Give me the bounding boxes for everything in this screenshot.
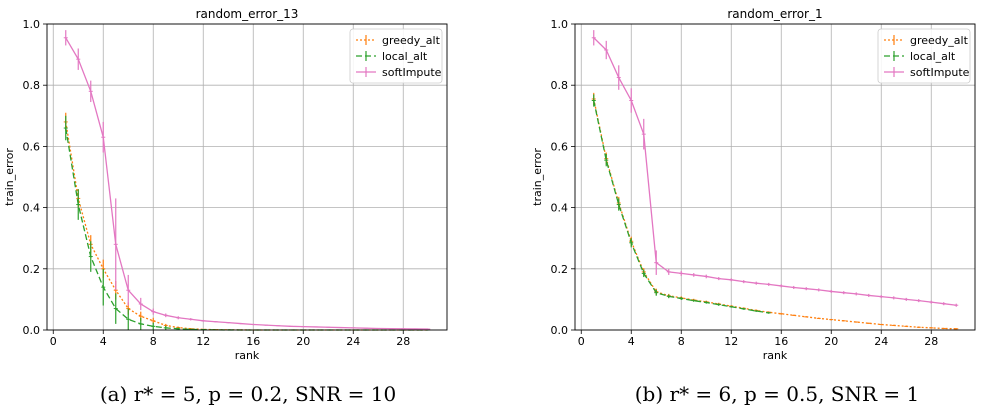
x-axis-label: rank xyxy=(235,349,260,362)
x-tick-label: 12 xyxy=(724,335,738,348)
series-line-softImpute xyxy=(593,37,957,306)
x-tick-label: 4 xyxy=(100,335,107,348)
x-tick-label: 16 xyxy=(246,335,260,348)
x-tick-label: 20 xyxy=(824,335,838,348)
plot-frame xyxy=(46,23,448,331)
series-line-local_alt xyxy=(65,127,429,331)
plot-frame xyxy=(574,23,976,331)
y-tick-label: 1.0 xyxy=(551,18,569,31)
x-tick-label: 28 xyxy=(396,335,410,348)
y-tick-label: 0.2 xyxy=(23,263,41,276)
x-tick-label: 28 xyxy=(924,335,938,348)
series-softImpute xyxy=(591,30,959,307)
x-tick-label: 0 xyxy=(578,335,585,348)
series-line-softImpute xyxy=(65,37,429,330)
y-tick-label: 0.8 xyxy=(551,79,569,92)
legend-label-greedy_alt: greedy_alt xyxy=(382,34,441,47)
legend: greedy_alt local_alt softImpute xyxy=(349,28,443,84)
y-tick-label: 0.6 xyxy=(551,140,569,153)
series-local_alt xyxy=(591,94,771,314)
legend: greedy_alt local_alt softImpute xyxy=(877,28,971,84)
x-tick-label: 8 xyxy=(150,335,157,348)
x-tick-label: 16 xyxy=(774,335,788,348)
y-tick-label: 0.0 xyxy=(23,324,41,337)
y-axis-label: train_error xyxy=(3,148,16,206)
legend-label-local_alt: local_alt xyxy=(910,50,956,63)
x-tick-label: 12 xyxy=(196,335,210,348)
y-tick-label: 0.6 xyxy=(23,140,41,153)
chart-title: random_error_1 xyxy=(727,7,822,21)
legend-label-local_alt: local_alt xyxy=(382,50,428,63)
x-tick-label: 24 xyxy=(346,335,360,348)
y-axis-label: train_error xyxy=(531,148,544,206)
legend-label-greedy_alt: greedy_alt xyxy=(910,34,969,47)
legend-box xyxy=(349,28,443,84)
x-tick-label: 24 xyxy=(874,335,888,348)
chart-panel-2: 0 4 8 12 16 20 24 28 0.0 0.2 0.4 0.6 0.8 1.0 random_er… xyxy=(531,7,976,406)
x-tick-label: 20 xyxy=(296,335,310,348)
series-greedy_alt xyxy=(591,92,959,330)
series-greedy_alt xyxy=(63,112,431,331)
y-tick-label: 0.4 xyxy=(551,202,569,215)
chart-title: random_error_13 xyxy=(196,7,299,21)
chart-panel-1: 0 4 8 12 16 20 24 28 0.0 0.2 0.4 0.6 0.8 1.0 random_er… xyxy=(3,7,448,406)
series-softImpute xyxy=(63,30,431,330)
legend-label-softImpute: softImpute xyxy=(910,66,970,79)
y-tick-label: 0.8 xyxy=(23,79,41,92)
legend-box xyxy=(877,28,971,84)
series-line-greedy_alt xyxy=(65,121,429,331)
y-tick-label: 0.2 xyxy=(551,263,569,276)
x-tick-label: 8 xyxy=(678,335,685,348)
series-local_alt xyxy=(63,115,431,331)
series-line-greedy_alt xyxy=(593,98,957,330)
figure-caption: (b) r* = 6, p = 0.5, SNR = 1 xyxy=(635,382,920,406)
y-tick-label: 0.4 xyxy=(23,202,41,215)
x-tick-label: 4 xyxy=(628,335,635,348)
y-tick-label: 0.0 xyxy=(551,324,569,337)
y-tick-label: 1.0 xyxy=(23,18,41,31)
x-tick-label: 0 xyxy=(50,335,57,348)
legend-label-softImpute: softImpute xyxy=(382,66,442,79)
x-axis-label: rank xyxy=(763,349,788,362)
figure-caption: (a) r* = 5, p = 0.2, SNR = 10 xyxy=(100,382,396,406)
